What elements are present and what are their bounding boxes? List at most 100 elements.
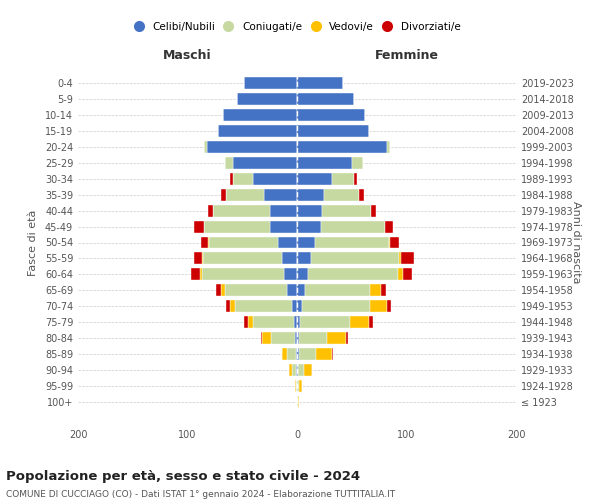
Bar bbox=[281, 252, 297, 264]
Bar bbox=[352, 156, 362, 168]
Bar bbox=[299, 380, 302, 392]
Bar bbox=[281, 348, 287, 360]
Bar bbox=[297, 268, 308, 280]
Bar bbox=[208, 204, 212, 216]
Text: Maschi: Maschi bbox=[163, 49, 212, 62]
Bar bbox=[244, 76, 297, 88]
Bar bbox=[304, 364, 313, 376]
Bar bbox=[269, 204, 297, 216]
Bar bbox=[226, 188, 264, 200]
Bar bbox=[200, 236, 208, 248]
Bar bbox=[253, 172, 297, 184]
Bar bbox=[297, 124, 369, 136]
Bar bbox=[325, 188, 359, 200]
Bar bbox=[297, 108, 365, 120]
Bar bbox=[297, 156, 352, 168]
Bar bbox=[389, 236, 390, 248]
Bar bbox=[226, 300, 230, 312]
Bar bbox=[297, 316, 300, 328]
Bar bbox=[202, 268, 284, 280]
Bar bbox=[370, 300, 387, 312]
Bar bbox=[322, 204, 371, 216]
Bar bbox=[221, 188, 226, 200]
Bar bbox=[194, 220, 204, 232]
Bar bbox=[297, 300, 302, 312]
Bar bbox=[295, 380, 296, 392]
Bar bbox=[308, 268, 398, 280]
Bar bbox=[298, 396, 299, 408]
Bar bbox=[278, 236, 297, 248]
Bar bbox=[207, 140, 297, 152]
Bar bbox=[369, 316, 373, 328]
Bar bbox=[294, 316, 297, 328]
Bar bbox=[302, 300, 370, 312]
Bar bbox=[269, 220, 297, 232]
Bar bbox=[289, 364, 292, 376]
Bar bbox=[295, 332, 297, 344]
Bar bbox=[248, 316, 253, 328]
Bar bbox=[297, 284, 305, 296]
Bar bbox=[230, 172, 233, 184]
Bar bbox=[316, 348, 332, 360]
Text: Femmine: Femmine bbox=[374, 49, 439, 62]
Bar bbox=[297, 396, 298, 408]
Bar bbox=[297, 140, 387, 152]
Bar bbox=[354, 172, 357, 184]
Bar bbox=[299, 332, 326, 344]
Y-axis label: Fasce di età: Fasce di età bbox=[28, 210, 38, 276]
Bar bbox=[225, 156, 233, 168]
Bar bbox=[216, 284, 221, 296]
Bar bbox=[194, 252, 202, 264]
Y-axis label: Anni di nascita: Anni di nascita bbox=[571, 201, 581, 284]
Bar bbox=[287, 284, 297, 296]
Bar bbox=[292, 300, 297, 312]
Bar bbox=[297, 332, 299, 344]
Bar bbox=[385, 220, 394, 232]
Bar bbox=[297, 92, 354, 104]
Bar bbox=[230, 300, 235, 312]
Bar bbox=[332, 348, 333, 360]
Bar bbox=[371, 204, 376, 216]
Bar bbox=[200, 268, 202, 280]
Bar bbox=[233, 156, 297, 168]
Bar bbox=[297, 348, 299, 360]
Bar bbox=[218, 124, 297, 136]
Legend: Celibi/Nubili, Coniugati/e, Vedovi/e, Divorziati/e: Celibi/Nubili, Coniugati/e, Vedovi/e, Di… bbox=[129, 18, 465, 36]
Bar bbox=[296, 380, 297, 392]
Bar bbox=[346, 332, 349, 344]
Bar bbox=[297, 380, 299, 392]
Bar bbox=[292, 364, 296, 376]
Bar bbox=[264, 188, 297, 200]
Bar bbox=[399, 252, 401, 264]
Bar bbox=[203, 252, 281, 264]
Bar bbox=[287, 348, 296, 360]
Bar bbox=[350, 316, 369, 328]
Bar bbox=[297, 172, 332, 184]
Bar bbox=[253, 316, 294, 328]
Bar bbox=[390, 236, 399, 248]
Bar bbox=[296, 348, 297, 360]
Bar bbox=[401, 252, 414, 264]
Bar bbox=[314, 236, 389, 248]
Bar bbox=[296, 364, 297, 376]
Bar bbox=[191, 268, 200, 280]
Bar bbox=[398, 268, 403, 280]
Bar bbox=[305, 284, 370, 296]
Bar bbox=[297, 204, 322, 216]
Bar bbox=[271, 332, 295, 344]
Text: COMUNE DI CUCCIAGO (CO) - Dati ISTAT 1° gennaio 2024 - Elaborazione TUTTITALIA.I: COMUNE DI CUCCIAGO (CO) - Dati ISTAT 1° … bbox=[6, 490, 395, 499]
Bar bbox=[212, 204, 269, 216]
Bar bbox=[297, 220, 321, 232]
Bar bbox=[284, 268, 297, 280]
Bar bbox=[403, 268, 412, 280]
Bar bbox=[208, 236, 209, 248]
Bar bbox=[297, 236, 314, 248]
Bar bbox=[209, 236, 278, 248]
Bar bbox=[244, 316, 248, 328]
Bar bbox=[387, 140, 390, 152]
Bar bbox=[321, 220, 385, 232]
Bar bbox=[300, 316, 350, 328]
Bar bbox=[204, 220, 269, 232]
Bar bbox=[298, 364, 304, 376]
Bar bbox=[235, 300, 292, 312]
